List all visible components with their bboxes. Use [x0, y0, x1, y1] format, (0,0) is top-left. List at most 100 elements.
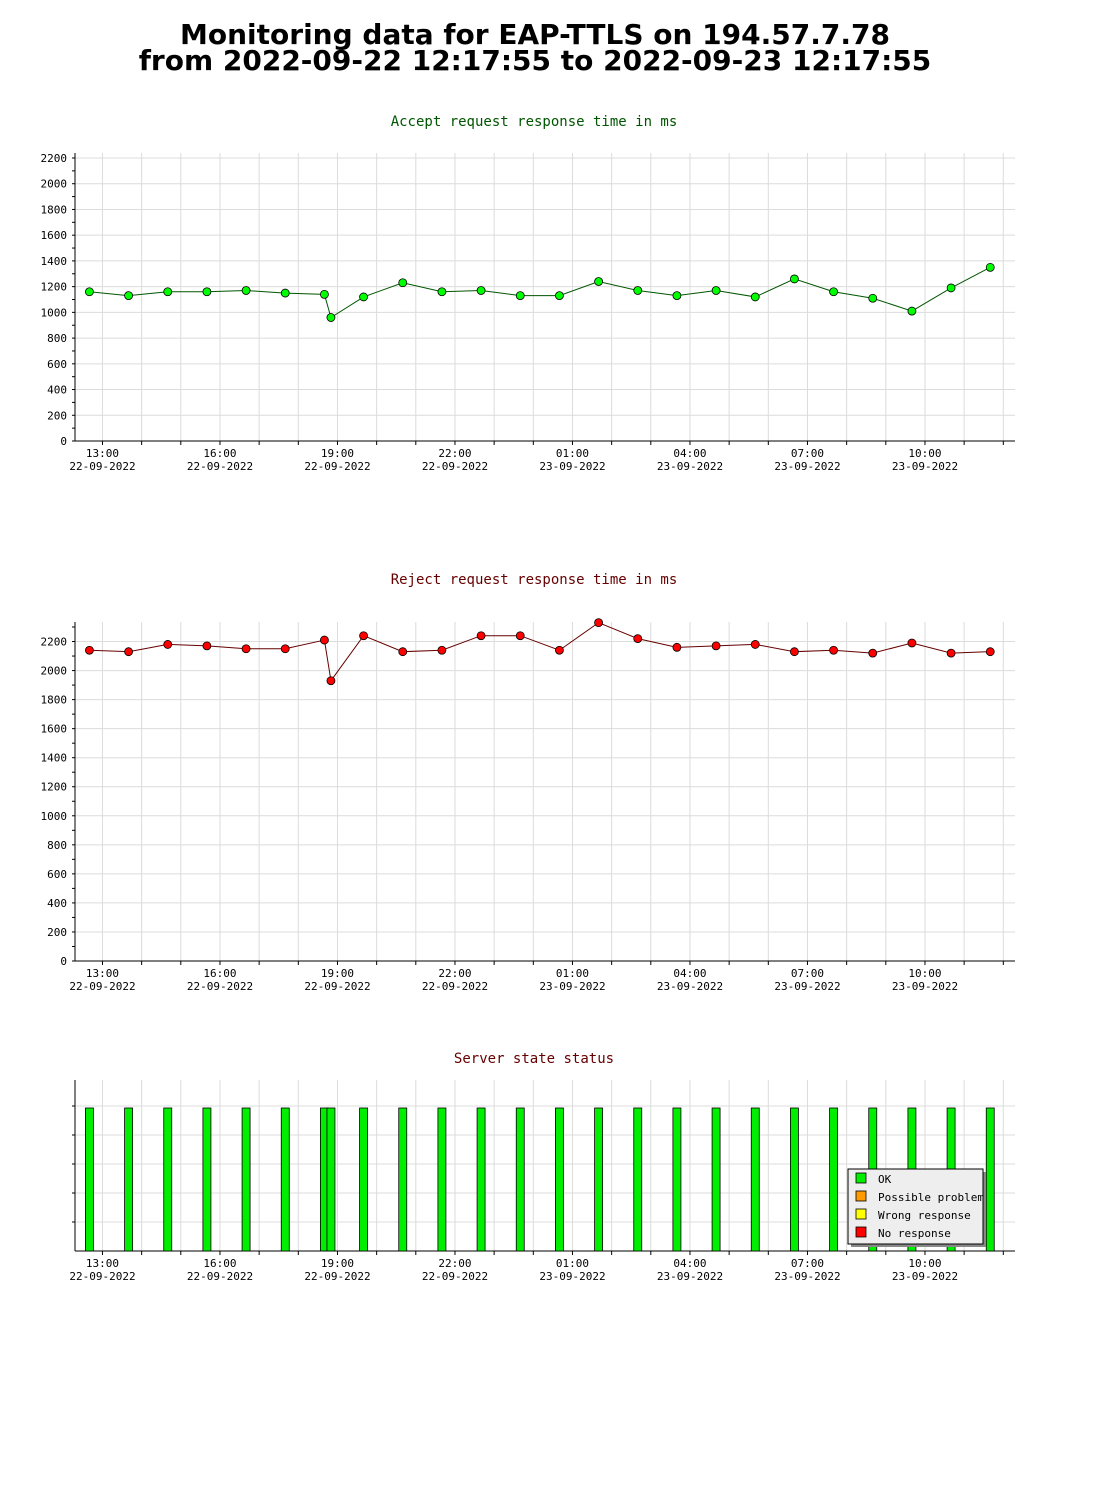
- accept-ytick-label: 800: [47, 332, 67, 345]
- status-bar: [711, 1107, 721, 1252]
- accept-data-point: [476, 286, 486, 295]
- reject-ytick-label: 800: [47, 839, 67, 852]
- accept-data-point: [398, 278, 408, 288]
- reject-data-point: [398, 647, 408, 657]
- reject-data-point: [555, 645, 564, 655]
- accept-data-point: [320, 289, 329, 299]
- reject-xtick-label-date: 22-09-2022: [69, 980, 135, 993]
- reject-ytick-label: 1000: [41, 810, 68, 823]
- status-xtick-label-time: 22:00: [438, 1257, 471, 1270]
- reject-data-point: [985, 647, 995, 657]
- accept-data-point: [241, 286, 251, 295]
- status-bar: [829, 1107, 838, 1252]
- status-chart-title: Server state status: [454, 1051, 614, 1067]
- status-xtick-label-time: 13:00: [86, 1257, 119, 1270]
- status-bar: [437, 1107, 447, 1252]
- status-bar: [326, 1107, 336, 1252]
- accept-data-point: [326, 313, 336, 322]
- status-xtick-label-time: 19:00: [321, 1257, 354, 1270]
- accept-data-point: [555, 291, 564, 301]
- reject-xtick-label-date: 22-09-2022: [422, 980, 488, 993]
- accept-data-point: [437, 287, 447, 297]
- reject-xtick-label-date: 23-09-2022: [657, 980, 723, 993]
- accept-data-point: [985, 262, 995, 272]
- status-bar: [515, 1107, 525, 1252]
- accept-ytick-label: 1800: [41, 203, 68, 216]
- accept-xtick-label-time: 16:00: [203, 447, 236, 460]
- reject-data-point: [515, 631, 525, 641]
- reject-xtick-label-time: 07:00: [791, 967, 824, 980]
- accept-data-point: [946, 283, 956, 293]
- reject-xtick-label-date: 22-09-2022: [304, 980, 370, 993]
- accept-data-point: [359, 292, 368, 302]
- accept-data-point: [594, 277, 603, 286]
- status-xtick-label-date: 23-09-2022: [774, 1270, 840, 1283]
- accept-ytick-label: 2200: [41, 152, 68, 165]
- reject-ytick-label: 1800: [41, 694, 68, 707]
- reject-data-point: [85, 645, 94, 655]
- accept-ytick-label: 1200: [41, 281, 68, 294]
- status-bar: [594, 1107, 603, 1252]
- status-bar: [476, 1107, 486, 1252]
- reject-data-point: [672, 642, 682, 652]
- legend-box: [847, 1168, 984, 1245]
- status-bar: [750, 1107, 760, 1252]
- reject-chart-title: Reject request response time in ms: [391, 572, 678, 588]
- reject-data-point: [633, 634, 643, 644]
- reject-ytick-label: 1400: [41, 752, 68, 765]
- accept-xtick-label-time: 22:00: [438, 447, 471, 460]
- server-status-chart: Server state status13:0022-09-202216:002…: [69, 1051, 1015, 1283]
- reject-data-point: [437, 645, 447, 655]
- reject-data-point: [946, 648, 956, 658]
- accept-data-point: [280, 288, 290, 298]
- reject-xtick-label-date: 23-09-2022: [892, 980, 958, 993]
- accept-data-point: [907, 306, 917, 316]
- accept-xtick-label-time: 04:00: [673, 447, 706, 460]
- accept-data-point: [202, 287, 212, 297]
- accept-ytick-label: 200: [47, 409, 67, 422]
- status-xtick-label-date: 23-09-2022: [539, 1270, 605, 1283]
- legend-label: No response: [878, 1227, 951, 1240]
- status-xtick-label-date: 22-09-2022: [69, 1270, 135, 1283]
- reject-xtick-label-time: 01:00: [556, 967, 589, 980]
- reject-ytick-label: 2200: [41, 636, 68, 649]
- accept-data-point: [163, 287, 173, 297]
- reject-xtick-label-time: 13:00: [86, 967, 119, 980]
- accept-data-point: [515, 291, 525, 301]
- status-bar: [633, 1107, 643, 1252]
- reject-xtick-label-date: 23-09-2022: [539, 980, 605, 993]
- accept-xtick-label-date: 23-09-2022: [539, 460, 605, 473]
- status-bar: [398, 1107, 408, 1252]
- accept-data-point: [750, 292, 760, 302]
- reject-xtick-label-date: 22-09-2022: [187, 980, 253, 993]
- accept-data-point: [711, 286, 721, 295]
- accept-data-point: [672, 291, 682, 301]
- status-bar: [672, 1107, 682, 1252]
- reject-xtick-label-time: 19:00: [321, 967, 354, 980]
- page-title-line-1: Monitoring data for EAP-TTLS on 194.57.7…: [180, 18, 890, 51]
- status-bar: [555, 1107, 564, 1252]
- legend-swatch: [855, 1208, 867, 1220]
- status-bar: [241, 1107, 251, 1252]
- accept-xtick-label-time: 19:00: [321, 447, 354, 460]
- status-bar: [202, 1107, 212, 1252]
- accept-xtick-label-time: 01:00: [556, 447, 589, 460]
- status-bar: [280, 1107, 290, 1252]
- accept-xtick-label-date: 22-09-2022: [187, 460, 253, 473]
- reject-data-point: [124, 647, 133, 657]
- reject-xtick-label-time: 16:00: [203, 967, 236, 980]
- accept-ytick-label: 1000: [41, 306, 68, 319]
- status-xtick-label-time: 01:00: [556, 1257, 589, 1270]
- status-bar: [790, 1107, 799, 1252]
- accept-chart-title: Accept request response time in ms: [391, 114, 678, 130]
- reject-response-chart: Reject request response time in ms13:002…: [41, 572, 1015, 993]
- reject-series-line: [89, 622, 991, 682]
- accept-ytick-label: 1600: [41, 229, 68, 242]
- status-xtick-label-time: 04:00: [673, 1257, 706, 1270]
- status-xtick-label-date: 22-09-2022: [187, 1270, 253, 1283]
- legend-label: Wrong response: [878, 1209, 971, 1222]
- page-title: Monitoring data for EAP-TTLS on 194.57.7…: [0, 18, 1070, 75]
- status-xtick-label-date: 23-09-2022: [892, 1270, 958, 1283]
- reject-data-point: [359, 631, 368, 641]
- accept-xtick-label-date: 22-09-2022: [304, 460, 370, 473]
